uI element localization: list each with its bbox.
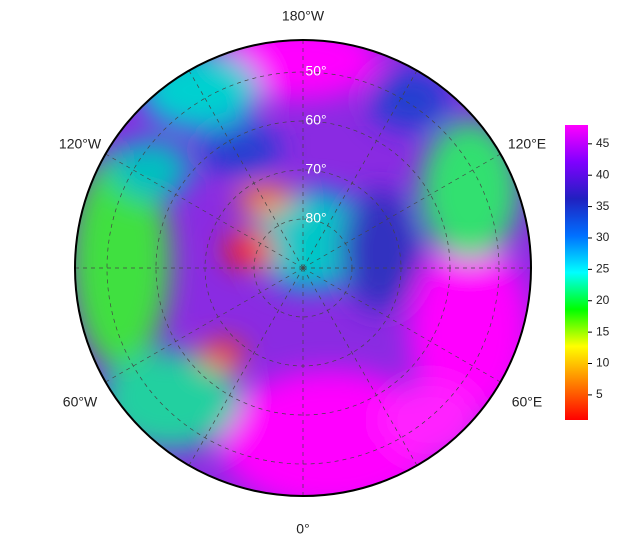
colorbar-tick-label: 40 [596,167,610,181]
colorbar-tick-label: 35 [596,199,610,213]
longitude-label: 180°W [282,8,325,24]
meridian [105,153,304,269]
colorbar-tick-label: 10 [596,356,610,370]
colorbar-tick-label: 45 [596,136,610,150]
longitude-label: 120°W [59,136,102,152]
colorbar-tick-label: 15 [596,324,610,338]
meridian [302,267,418,466]
meridian [302,267,501,383]
latitude-label: 50° [305,63,326,79]
longitude-label: 60°W [63,394,98,410]
colorbar-tick-label: 5 [596,387,603,401]
latitude-label: 70° [305,161,326,177]
colorbar [565,125,588,420]
colorbar-tick-label: 20 [596,293,610,307]
latitude-label: 80° [305,210,326,226]
field-blobs [75,40,530,496]
latitude-circle [106,71,500,465]
longitude-label: 120°E [508,136,546,152]
map-border [74,39,532,497]
colorbar-tick-label: 25 [596,262,610,276]
longitude-label: 0° [296,521,309,537]
meridian [188,70,304,269]
latitude-label: 60° [305,112,326,128]
meridian [188,267,304,466]
meridian [302,70,418,269]
latitude-circle [253,218,353,318]
graticule: 50° 60° 70° 80° [75,40,531,496]
latitude-circle [155,120,451,416]
meridian [105,267,304,383]
meridian [302,153,501,269]
colorbar-ticks: 5 10 15 20 25 30 35 40 45 [588,136,610,401]
longitude-label: 60°E [512,394,543,410]
latitude-circle [204,169,402,367]
colorbar-tick-label: 30 [596,230,610,244]
